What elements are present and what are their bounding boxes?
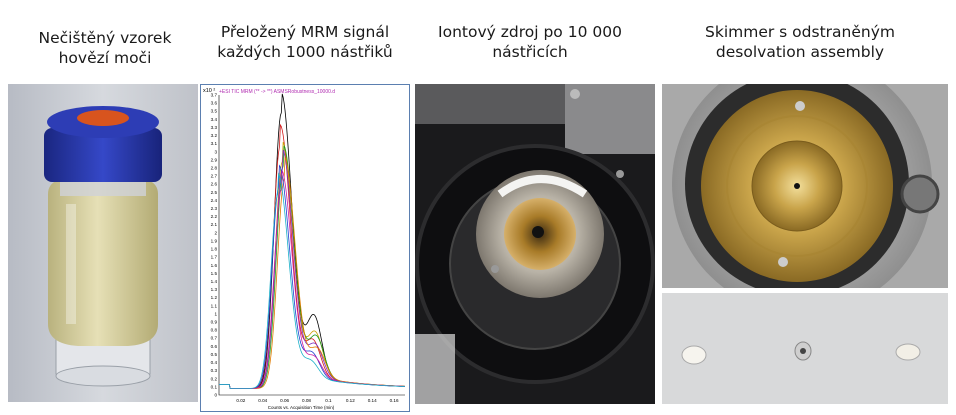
skimmer-photo <box>662 84 948 288</box>
y-tick-label: 1.6 <box>211 263 218 268</box>
x-tick-label: 0.14 <box>368 398 377 403</box>
y-tick-label: 1.7 <box>211 255 218 260</box>
x-axis-label: Counts vs. Acquisition Time (min) <box>268 405 335 410</box>
x-tick-label: 0.08 <box>302 398 311 403</box>
y-tick-label: 1.2 <box>211 295 218 300</box>
series-line-6 <box>219 156 406 389</box>
y-tick-label: 3.4 <box>211 117 218 122</box>
y-tick-label: 1.5 <box>211 271 218 276</box>
series-line-1 <box>219 93 406 389</box>
y-tick-label: 3.7 <box>211 93 218 98</box>
y-tick-label: 2.9 <box>211 157 218 162</box>
y-tick-label: 1.8 <box>211 247 218 252</box>
y-tick-label: 0.8 <box>211 328 218 333</box>
y-tick-label: 0.5 <box>211 352 218 357</box>
y-tick-label: 2 <box>214 230 217 235</box>
y-tick-label: 2.5 <box>211 190 218 195</box>
y-tick-label: 3.2 <box>211 133 218 138</box>
chart-axes <box>218 95 405 396</box>
series-line-9 <box>219 172 406 389</box>
y-tick-label: 1.4 <box>211 279 218 284</box>
x-tick-label: 0.12 <box>346 398 355 403</box>
y-scale-label: x10 ² <box>203 88 215 94</box>
x-tick-label: 0.16 <box>390 398 399 403</box>
y-tick-label: 0.9 <box>211 320 218 325</box>
caption-chart: Přeložený MRM signál každých 1000 nástři… <box>217 23 393 61</box>
y-tick-label: 3.1 <box>211 141 218 146</box>
y-tick-label: 1.9 <box>211 238 218 243</box>
y-tick-label: 0.3 <box>211 368 218 373</box>
ion-source-photo <box>415 84 655 404</box>
mrm-chart-panel: x10 ² +ESI TIC MRM (** -> **) ASMSRobust… <box>200 84 410 412</box>
y-tick-label: 2.3 <box>211 206 218 211</box>
vial-photo <box>8 84 198 402</box>
series-line-5 <box>219 149 406 389</box>
y-tick-label: 1.1 <box>211 303 218 308</box>
y-tick-label: 2.7 <box>211 174 218 179</box>
y-tick-label: 0 <box>214 393 217 398</box>
y-tick-label: 1.3 <box>211 287 218 292</box>
vial-liquid <box>48 180 158 346</box>
y-tick-label: 2.4 <box>211 198 218 203</box>
parts-photo <box>662 293 948 404</box>
series-line-8 <box>219 170 406 389</box>
y-tick-label: 2.1 <box>211 222 218 227</box>
y-tick-label: 3.5 <box>211 109 218 114</box>
series-line-2 <box>219 123 406 389</box>
caption-skimmer: Skimmer s odstraněným desolvation assemb… <box>705 23 895 61</box>
y-tick-label: 3.6 <box>211 101 218 106</box>
y-tick-label: 0.7 <box>211 336 218 341</box>
caption-vial: Nečištěný vzorek hovězí moči <box>38 29 172 67</box>
x-tick-label: 0.06 <box>280 398 289 403</box>
x-tick-label: 0.02 <box>236 398 245 403</box>
chart-title: +ESI TIC MRM (** -> **) ASMSRobustness_1… <box>219 89 335 95</box>
y-tick-label: 3 <box>214 149 217 154</box>
y-tick-label: 2.2 <box>211 214 218 219</box>
y-tick-label: 0.1 <box>211 384 218 389</box>
y-tick-label: 0.2 <box>211 376 218 381</box>
y-tick-label: 0.6 <box>211 344 218 349</box>
y-tick-label: 3.3 <box>211 125 218 130</box>
y-tick-label: 1 <box>214 311 217 316</box>
vial-septum <box>77 110 129 126</box>
vial-cap <box>44 128 162 182</box>
mrm-chart: x10 ² +ESI TIC MRM (** -> **) ASMSRobust… <box>203 88 406 410</box>
y-tick-label: 2.8 <box>211 165 218 170</box>
y-tick-label: 0.4 <box>211 360 218 365</box>
x-tick-label: 0.04 <box>258 398 267 403</box>
x-tick-label: 0.1 <box>325 398 332 403</box>
y-tick-label: 2.6 <box>211 182 218 187</box>
caption-source: Iontový zdroj po 10 000 nástřicích <box>438 23 622 61</box>
